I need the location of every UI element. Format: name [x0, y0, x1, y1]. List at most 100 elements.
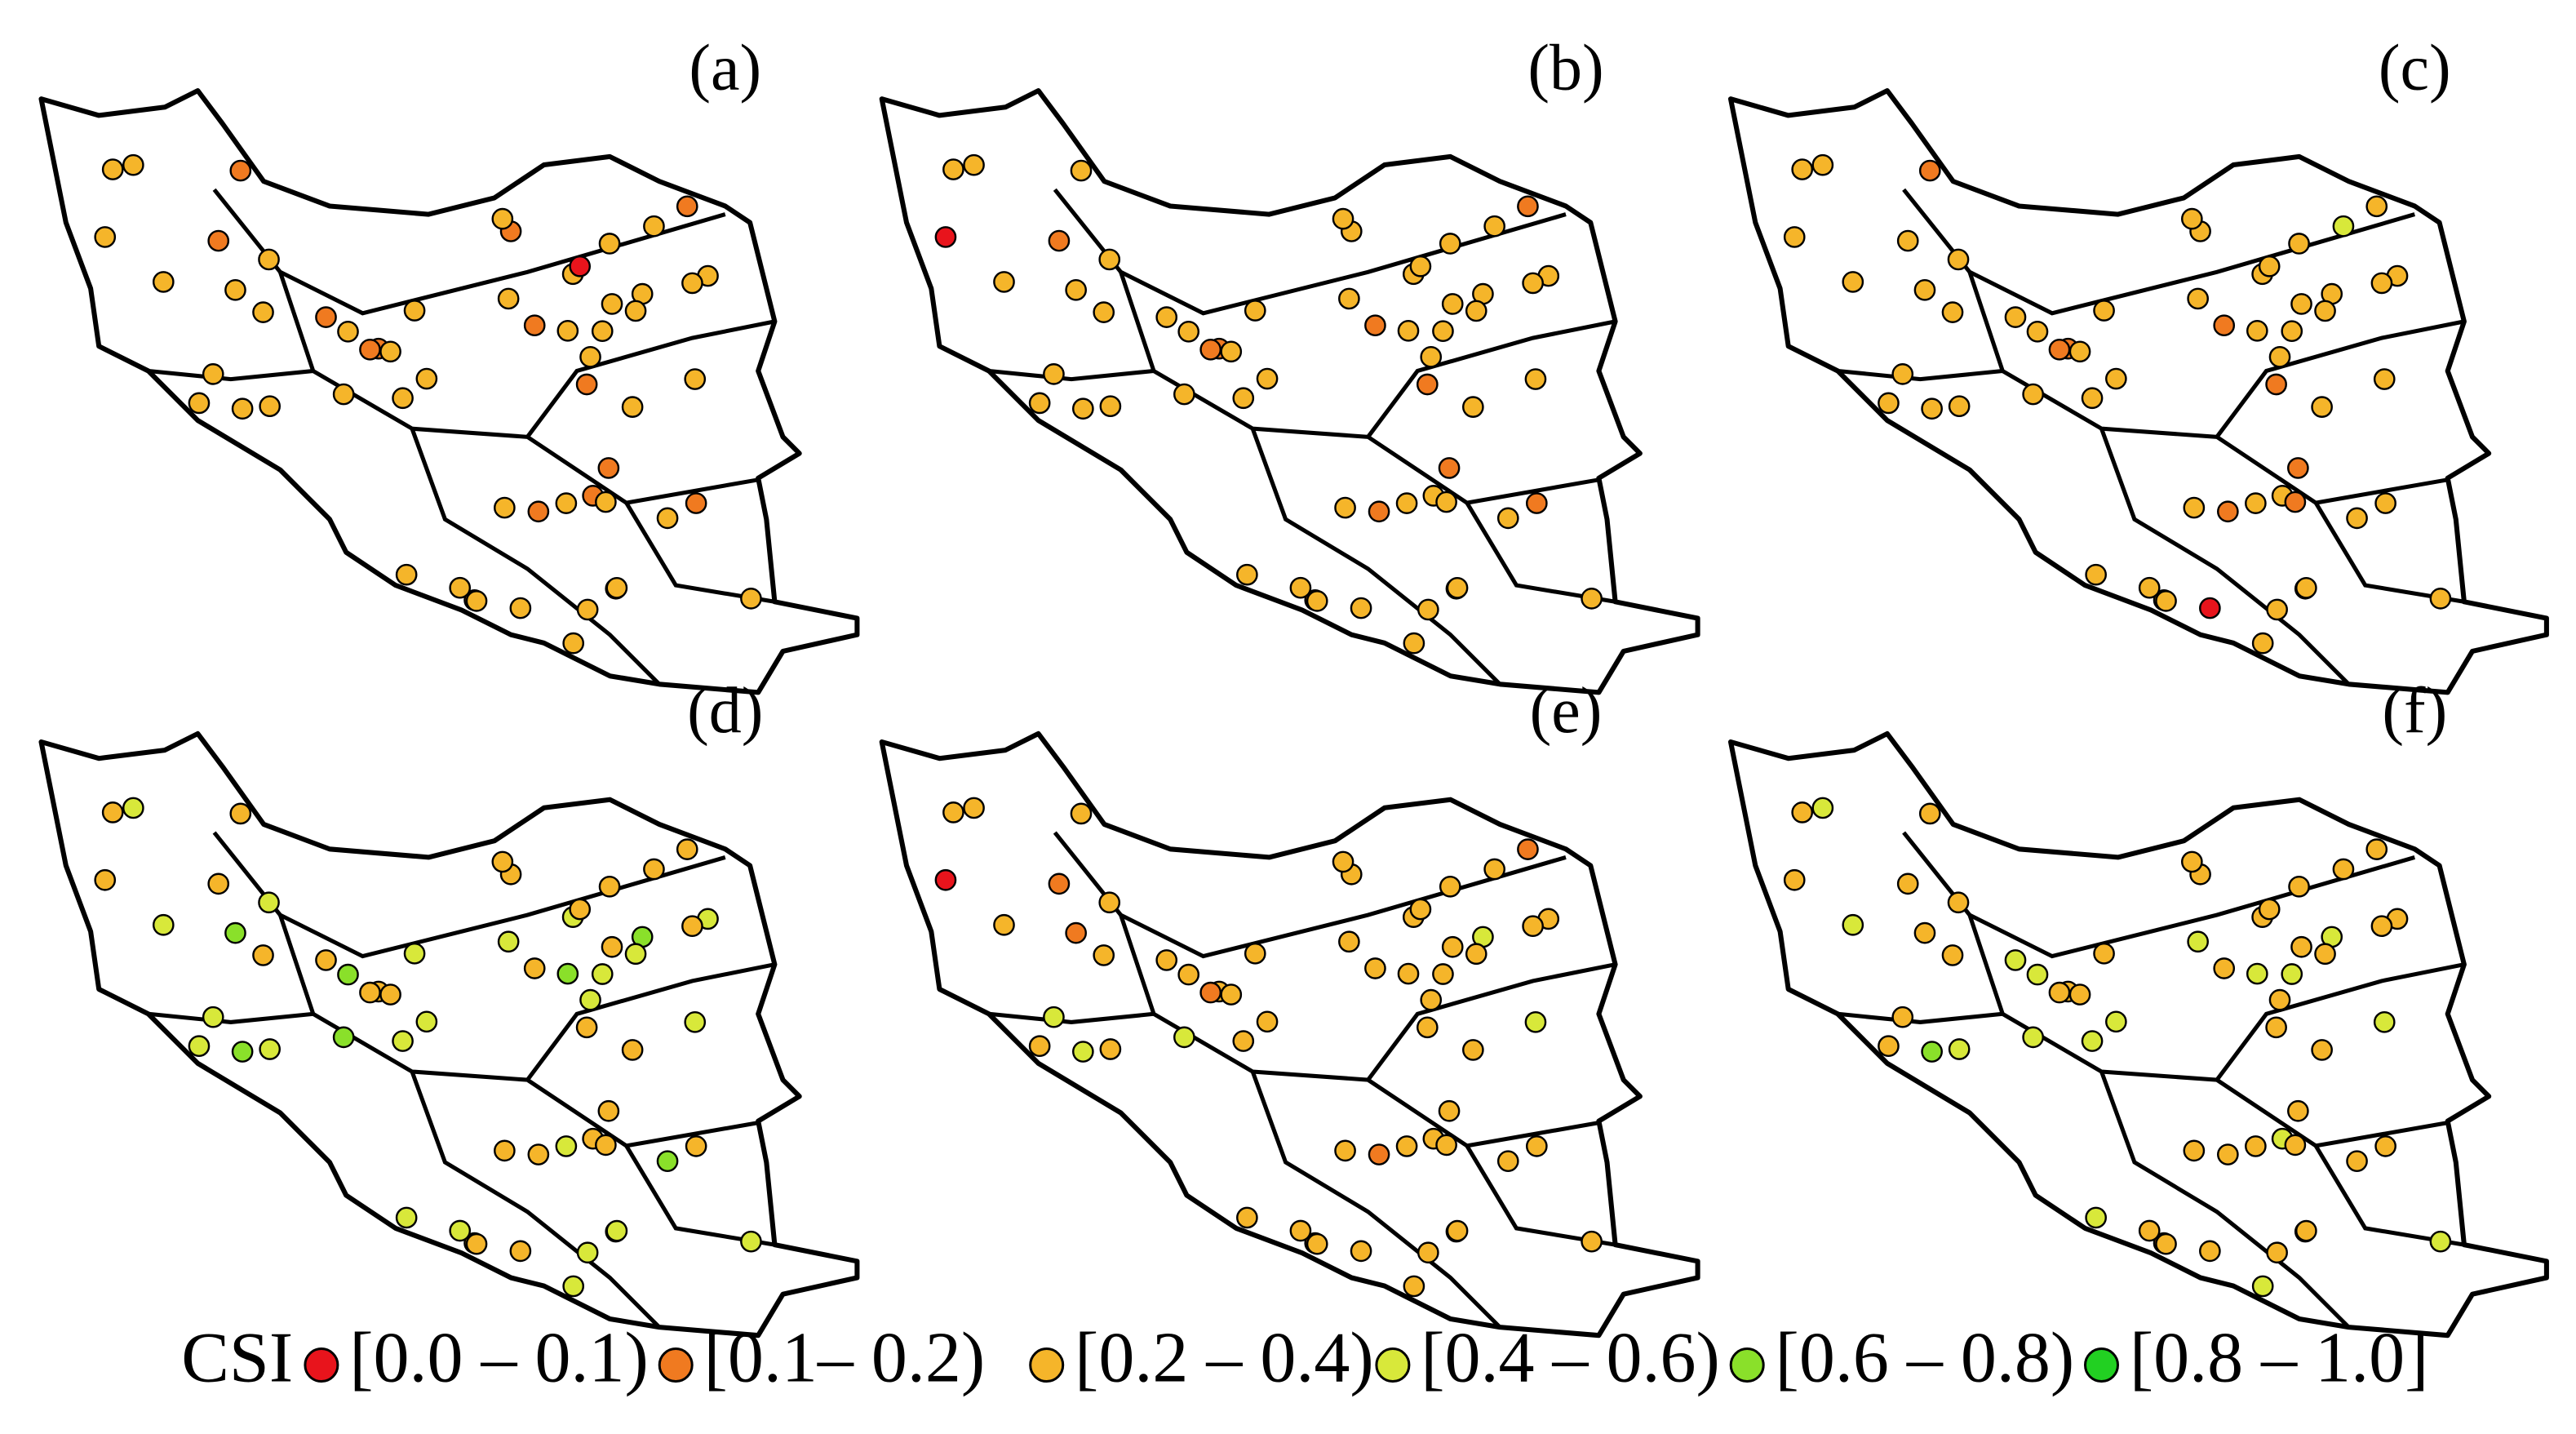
station-marker	[1921, 397, 1943, 420]
country-outline	[1727, 730, 2549, 1339]
station-marker	[94, 868, 117, 891]
basin-border	[278, 271, 759, 505]
station-marker	[1941, 301, 1964, 323]
basin-border	[1119, 271, 1599, 505]
country-outline	[1727, 88, 2549, 695]
legend-swatch	[1029, 1347, 1065, 1383]
station-marker	[1048, 872, 1071, 895]
station-marker	[2251, 632, 2274, 655]
station-marker	[1416, 373, 1439, 396]
station-marker	[224, 921, 246, 944]
station-marker	[740, 1230, 762, 1253]
basin-border	[2099, 428, 2351, 686]
station-marker	[2295, 576, 2317, 599]
station-marker	[1461, 1039, 1484, 1061]
panel-label: (b)	[1527, 32, 1603, 104]
station-marker	[1173, 383, 1195, 406]
station-marker	[252, 301, 274, 323]
station-marker	[1891, 1006, 1914, 1028]
station-marker	[1420, 345, 1443, 368]
station-marker	[1409, 898, 1432, 921]
station-marker	[379, 983, 401, 1006]
station-marker	[403, 300, 426, 322]
station-marker	[562, 632, 585, 655]
station-marker	[624, 300, 647, 322]
station-marker	[1446, 576, 1469, 599]
station-marker	[258, 248, 280, 271]
station-marker	[1913, 278, 1936, 301]
station-marker	[523, 957, 546, 979]
legend-swatch	[2084, 1347, 2119, 1383]
station-marker	[1155, 949, 1178, 971]
station-marker	[2180, 207, 2203, 230]
station-marker	[1896, 229, 1919, 252]
station-marker	[122, 153, 144, 176]
station-marker	[1065, 921, 1087, 944]
station-marker	[1338, 287, 1360, 310]
station-marker	[101, 158, 124, 180]
station-marker	[2374, 1135, 2396, 1157]
station-marker	[2311, 1039, 2333, 1061]
station-marker	[1232, 387, 1255, 410]
station-marker	[332, 383, 355, 406]
station-marker	[1417, 1241, 1439, 1264]
station-marker	[1517, 195, 1539, 218]
station-marker	[1811, 153, 1834, 176]
station-marker	[2048, 981, 2071, 1004]
station-marker	[337, 963, 359, 986]
station-marker	[2265, 373, 2287, 396]
station-marker	[2245, 492, 2267, 514]
station-marker	[569, 255, 592, 277]
basin-border	[278, 914, 759, 1148]
station-marker	[2365, 195, 2388, 218]
station-marker	[1525, 1135, 1548, 1157]
basin-border	[1366, 319, 1616, 438]
station-marker	[2251, 1275, 2274, 1298]
station-marker	[598, 875, 621, 898]
panel-label: (a)	[689, 32, 761, 104]
basin-border	[1119, 914, 1599, 1148]
station-marker	[2180, 850, 2203, 873]
station-marker	[2004, 949, 2027, 971]
station-marker	[1332, 850, 1355, 873]
station-marker	[1918, 802, 1941, 825]
station-marker	[2085, 1206, 2107, 1229]
station-marker	[207, 872, 230, 895]
station-marker	[1581, 1230, 1603, 1253]
station-marker	[337, 320, 359, 343]
station-marker	[1177, 963, 1200, 986]
station-marker	[1338, 930, 1360, 953]
legend-swatch	[658, 1347, 694, 1383]
station-marker	[1432, 963, 1454, 985]
station-marker	[963, 797, 985, 819]
station-marker	[449, 576, 472, 599]
station-marker	[942, 158, 964, 180]
station-marker	[231, 1041, 254, 1063]
station-marker	[403, 942, 426, 965]
station-marker	[643, 215, 665, 238]
station-marker	[2138, 1219, 2161, 1242]
station-marker	[188, 392, 211, 415]
basin-border	[525, 962, 775, 1081]
station-marker	[1878, 1035, 1900, 1058]
station-marker	[1173, 1026, 1195, 1049]
station-marker	[963, 153, 985, 176]
station-marker	[2245, 1135, 2267, 1157]
station-marker	[1417, 598, 1439, 621]
station-marker	[2068, 340, 2091, 363]
map-panel	[38, 730, 860, 1339]
station-marker	[1439, 233, 1461, 255]
station-marker	[2314, 300, 2336, 322]
station-marker	[1244, 300, 1266, 322]
station-marker	[2138, 576, 2161, 599]
basin-border	[2215, 962, 2465, 1081]
station-marker	[1364, 957, 1386, 979]
station-marker	[1256, 367, 1279, 390]
station-marker	[2217, 500, 2239, 523]
station-marker	[595, 491, 617, 513]
station-marker	[601, 935, 623, 958]
station-marker	[676, 195, 698, 218]
station-marker	[2295, 1219, 2317, 1242]
basin-border	[1838, 1011, 2003, 1024]
